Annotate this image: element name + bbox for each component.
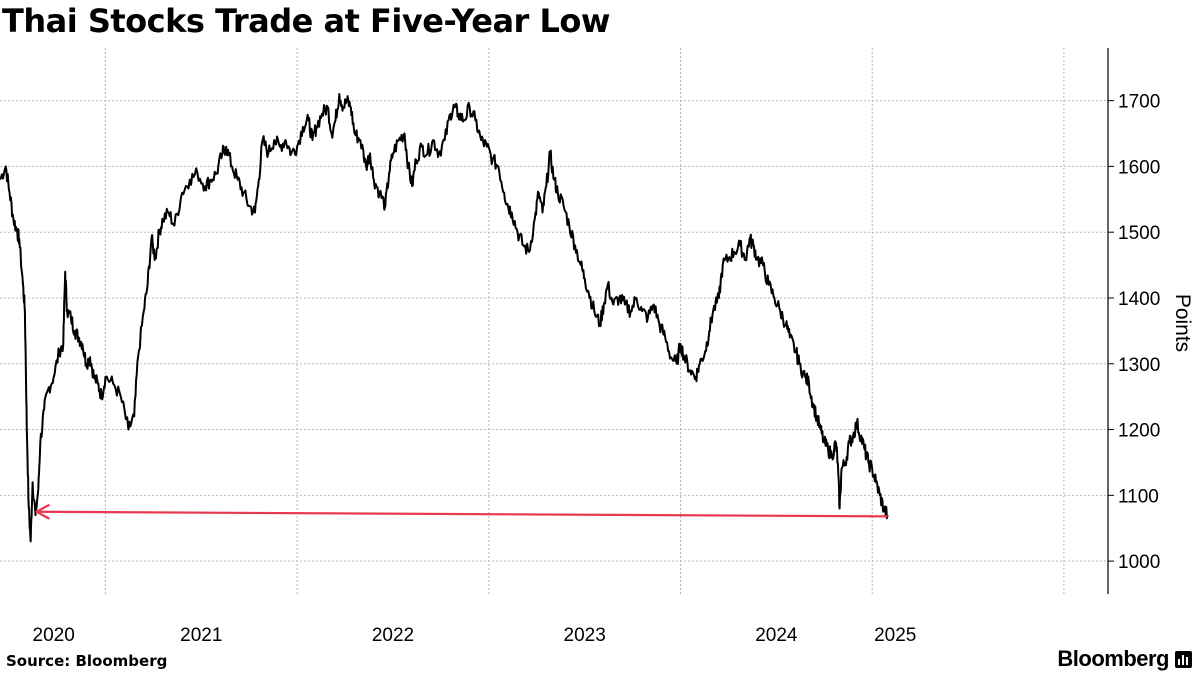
gridlines <box>0 48 1108 594</box>
reference-arrow-layer <box>35 503 888 520</box>
x-tick-label: 2024 <box>755 625 798 646</box>
y-tick-label: 1600 <box>1118 157 1160 178</box>
x-axis: 2020 2021 2022 2023 2024 2025 <box>33 625 917 646</box>
reference-arrow-shaft <box>36 510 888 518</box>
brand-name: Bloomberg <box>1057 646 1169 671</box>
y-tick-label: 1100 <box>1118 486 1159 507</box>
x-tick-label: 2023 <box>564 625 606 646</box>
y-tick-label: 1700 <box>1118 92 1160 113</box>
source-note: Source: Bloomberg <box>6 652 168 670</box>
brand-logo: Bloomberg <box>1057 646 1192 672</box>
x-tick-label: 2025 <box>874 625 916 646</box>
reference-arrow-head <box>35 503 50 520</box>
series-line <box>0 93 889 543</box>
y-axis-label: Points <box>1171 294 1194 352</box>
y-tick-label: 1400 <box>1118 289 1160 310</box>
x-tick-label: 2020 <box>33 625 75 646</box>
y-axis: 1000 1100 1200 1300 1400 1500 1600 1700 <box>1107 48 1160 594</box>
y-tick-label: 1000 <box>1118 552 1160 573</box>
series-layer <box>0 93 889 543</box>
x-tick-label: 2021 <box>180 625 222 646</box>
y-tick-label: 1500 <box>1118 223 1160 244</box>
bar-chart-icon <box>1175 650 1192 668</box>
y-tick-label: 1300 <box>1118 355 1160 376</box>
x-tick-label: 2022 <box>372 625 414 646</box>
y-tick-label: 1200 <box>1118 421 1160 442</box>
chart-title: Thai Stocks Trade at Five-Year Low <box>2 2 610 40</box>
